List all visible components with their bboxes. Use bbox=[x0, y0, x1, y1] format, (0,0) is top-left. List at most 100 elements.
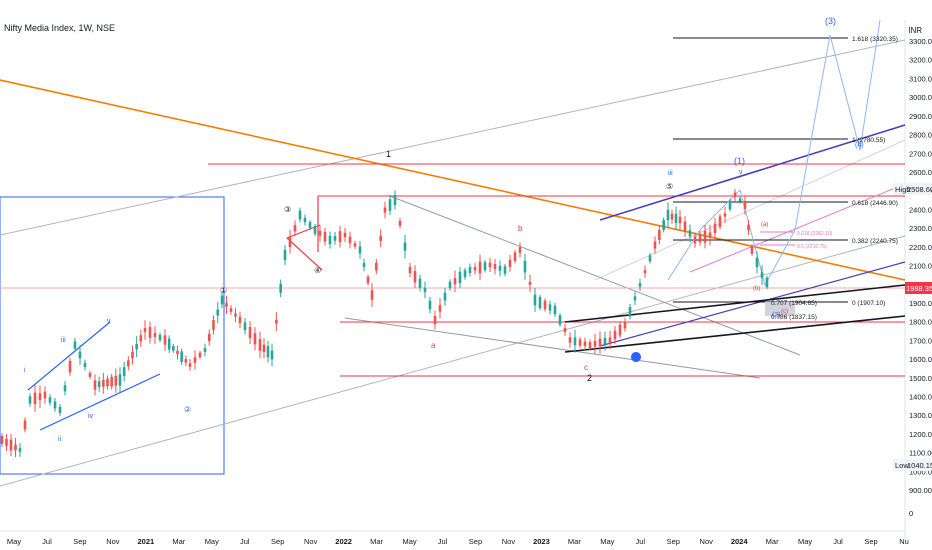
time-tick: Mar bbox=[766, 537, 779, 546]
wave-label-i: i bbox=[24, 367, 26, 374]
fib-label-0618: 0.618 (2446.90) bbox=[852, 200, 898, 207]
candle-body bbox=[131, 351, 134, 359]
candle-body bbox=[88, 373, 92, 377]
candle-body bbox=[139, 335, 143, 342]
time-tick: May bbox=[798, 537, 812, 546]
time-tick: May bbox=[402, 537, 416, 546]
channel-upper[interactable] bbox=[0, 39, 906, 236]
candle-body bbox=[135, 343, 138, 350]
wave-label-iii: iii bbox=[61, 337, 66, 344]
candle-body bbox=[643, 270, 647, 274]
candle-body bbox=[628, 307, 632, 317]
candle-body bbox=[463, 270, 467, 278]
candle-body bbox=[73, 341, 77, 349]
candle-body bbox=[93, 380, 97, 390]
candle-body bbox=[158, 334, 162, 341]
black-trend-2[interactable] bbox=[564, 315, 906, 353]
fib-label-0: 0 (1907.10) bbox=[852, 300, 885, 307]
time-tick: Sep bbox=[469, 537, 482, 546]
wave-label-(a): (a) bbox=[761, 222, 768, 228]
high-label: High bbox=[895, 185, 910, 194]
wave-projection[interactable] bbox=[739, 19, 881, 287]
candle-body bbox=[114, 375, 118, 386]
candle-body bbox=[718, 216, 722, 227]
time-tick: Jul bbox=[438, 537, 448, 546]
candle-body bbox=[403, 242, 407, 251]
candle-body bbox=[63, 385, 67, 392]
candle-body bbox=[398, 220, 402, 226]
candle-body bbox=[493, 264, 497, 270]
purple-channel-bottom[interactable] bbox=[599, 261, 906, 347]
price-tick: 1200.00 bbox=[909, 430, 932, 439]
candle-body bbox=[118, 374, 122, 386]
price-axis[interactable]: 3300.00 3200.00 3100.00 3000.00 2900.00 2800.… bbox=[909, 37, 932, 518]
candle-body bbox=[243, 322, 247, 331]
wave-labels: 1 2 (1) (2) (3) (4) iii v i ii iii iv v … bbox=[24, 16, 864, 443]
candle-body bbox=[388, 199, 392, 211]
purple-channel-top[interactable] bbox=[599, 124, 906, 221]
candle-body bbox=[270, 350, 274, 360]
gray-trendline[interactable] bbox=[389, 195, 801, 356]
candle-body bbox=[33, 392, 37, 405]
candle-body bbox=[418, 278, 422, 289]
pink-channel[interactable] bbox=[689, 183, 906, 273]
candle-body bbox=[578, 339, 582, 346]
price-tick: 2900.00 bbox=[909, 112, 932, 121]
gray-trendline-2[interactable] bbox=[344, 317, 761, 379]
time-tick: Sep bbox=[667, 537, 680, 546]
wave-label-b: b bbox=[518, 224, 523, 233]
time-tick: Jul bbox=[240, 537, 250, 546]
candle-body bbox=[483, 262, 487, 271]
candle-body bbox=[172, 346, 175, 351]
time-tick: May bbox=[205, 537, 219, 546]
channel-lower[interactable] bbox=[0, 235, 906, 487]
candle-body bbox=[393, 194, 397, 206]
candle-body bbox=[23, 420, 27, 430]
candle-body bbox=[318, 231, 322, 236]
candle-body bbox=[18, 448, 22, 452]
candle-body bbox=[110, 376, 113, 387]
orange-trendline[interactable] bbox=[0, 79, 906, 281]
candle-body bbox=[608, 337, 612, 343]
candle-body bbox=[122, 367, 126, 377]
price-tick: 2100.00 bbox=[909, 262, 932, 271]
fib-label-0786: 0.786 (1837.15) bbox=[771, 314, 817, 321]
time-tick: Nov bbox=[106, 537, 120, 546]
candle-body bbox=[408, 266, 412, 274]
price-tick: 0 bbox=[909, 509, 913, 518]
candle-body bbox=[543, 300, 547, 310]
candle-body bbox=[248, 326, 252, 339]
wave-label-ii: ii bbox=[58, 436, 62, 443]
candle-body bbox=[143, 328, 147, 332]
location-pin-icon[interactable] bbox=[631, 352, 642, 376]
candle-body bbox=[765, 277, 769, 288]
black-trend-1[interactable] bbox=[564, 284, 906, 323]
price-tick: 1900.00 bbox=[909, 299, 932, 308]
channel-mid[interactable] bbox=[594, 139, 906, 281]
candle-body bbox=[148, 327, 152, 338]
candle-body bbox=[588, 342, 592, 348]
candle-body bbox=[5, 439, 8, 446]
sub-channel-bottom bbox=[39, 373, 161, 431]
red-diag-1 bbox=[286, 237, 323, 271]
time-axis[interactable]: May Jul Sep Nov 2021 Mar May Jul Sep Nov 2022 Mar Ma… bbox=[7, 537, 909, 546]
candle-body bbox=[229, 308, 233, 312]
candle-body bbox=[683, 221, 687, 232]
candle-body bbox=[9, 439, 13, 451]
candle-body bbox=[106, 379, 109, 386]
high-tag-bg bbox=[893, 183, 931, 195]
fib-zone bbox=[765, 302, 795, 316]
price-tick: 1100.00 bbox=[909, 449, 932, 458]
wave-label-circled-1: ① bbox=[220, 286, 227, 295]
candle-body bbox=[688, 230, 692, 237]
candle-body bbox=[468, 266, 472, 274]
candle-body bbox=[703, 230, 707, 243]
wave-box[interactable] bbox=[0, 196, 225, 475]
candle-body bbox=[760, 272, 764, 278]
candle-body bbox=[708, 232, 712, 238]
price-tick: 2400.00 bbox=[909, 205, 932, 214]
candle-body bbox=[279, 283, 282, 293]
candles bbox=[0, 188, 769, 457]
candle-body bbox=[288, 236, 292, 248]
